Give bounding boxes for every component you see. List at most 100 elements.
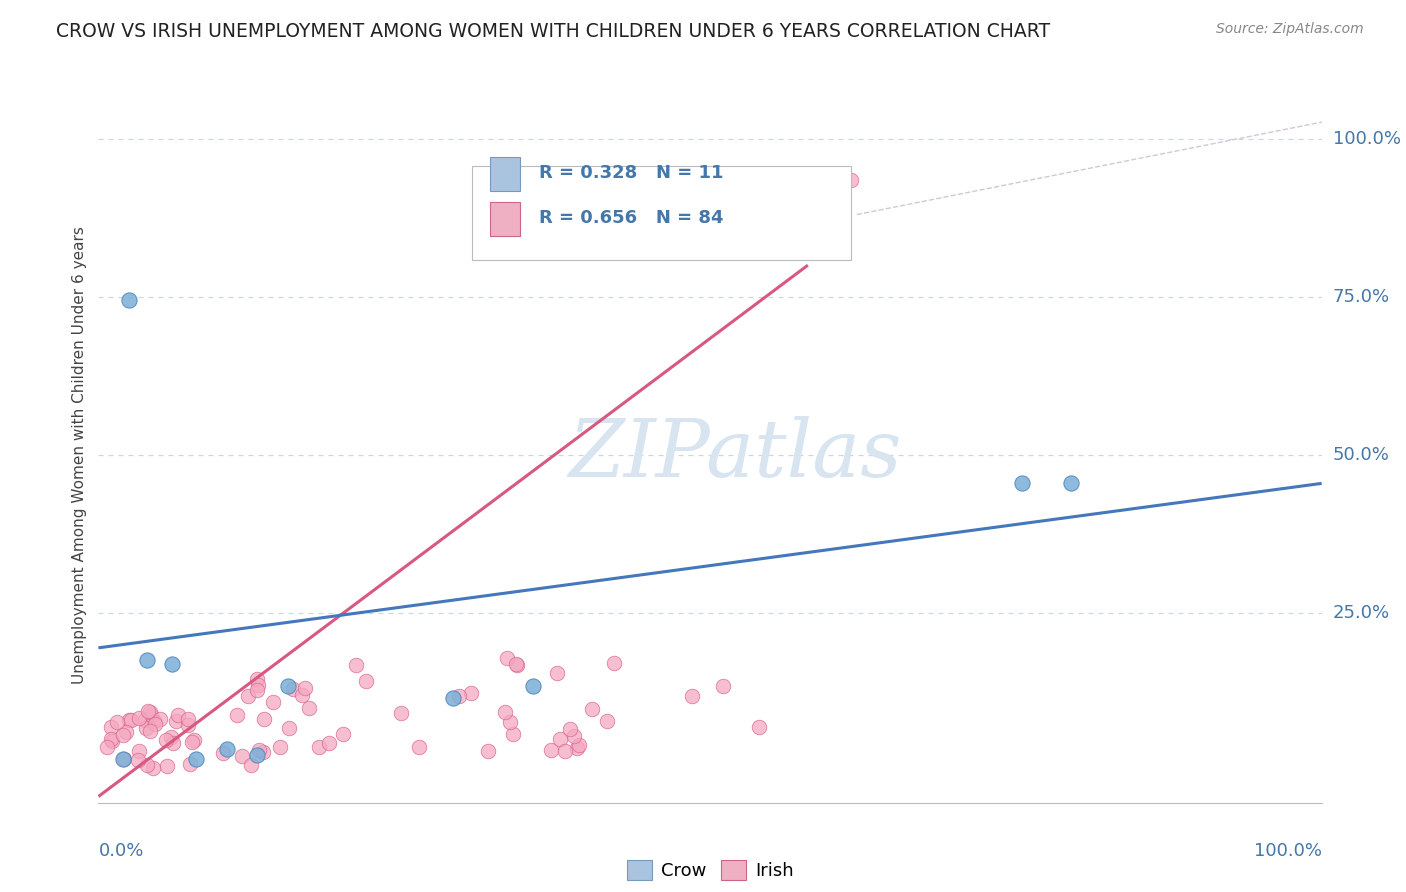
Point <box>180 735 202 749</box>
Point <box>100 734 122 748</box>
Point <box>711 679 734 693</box>
Point <box>183 733 205 747</box>
Point <box>155 733 177 747</box>
Point <box>562 729 585 743</box>
Text: 0.0%: 0.0% <box>98 842 143 860</box>
Point <box>120 713 142 727</box>
Point <box>354 673 377 688</box>
Point <box>112 752 135 766</box>
Text: R = 0.656   N = 84: R = 0.656 N = 84 <box>538 210 723 227</box>
Text: 25.0%: 25.0% <box>1333 604 1391 622</box>
Point <box>568 739 591 753</box>
Point <box>149 712 172 726</box>
Point <box>105 715 128 730</box>
Point <box>111 751 134 765</box>
Point <box>239 758 262 772</box>
Point <box>112 729 135 743</box>
Point <box>447 689 470 703</box>
Point <box>294 681 316 695</box>
FancyBboxPatch shape <box>471 166 851 260</box>
Point <box>134 713 156 727</box>
Point <box>540 742 562 756</box>
Point <box>291 688 314 702</box>
Point <box>231 748 253 763</box>
Point <box>160 730 183 744</box>
Point <box>118 293 141 307</box>
Legend: Crow, Irish: Crow, Irish <box>619 853 801 888</box>
Point <box>554 744 576 758</box>
Point <box>344 658 367 673</box>
Point <box>281 682 304 697</box>
Point <box>496 651 519 665</box>
Point <box>139 705 162 719</box>
Point <box>114 725 136 739</box>
Text: 75.0%: 75.0% <box>1333 288 1391 306</box>
Point <box>179 756 201 771</box>
Point <box>118 713 141 727</box>
Point <box>236 690 259 704</box>
Point <box>215 742 238 756</box>
Point <box>138 724 160 739</box>
Point <box>262 695 284 709</box>
Point <box>128 744 150 758</box>
Point <box>505 657 527 672</box>
Point <box>156 758 179 772</box>
Y-axis label: Unemployment Among Women with Children Under 6 years: Unemployment Among Women with Children U… <box>72 226 87 684</box>
Point <box>165 714 187 729</box>
Bar <box>489 202 520 235</box>
Point <box>142 761 165 775</box>
Point <box>460 686 482 700</box>
Point <box>389 706 412 721</box>
Text: ZIPatlas: ZIPatlas <box>568 417 901 493</box>
Point <box>186 751 208 765</box>
Point <box>128 711 150 725</box>
Point <box>277 679 299 693</box>
Point <box>247 678 270 692</box>
Point <box>408 740 430 755</box>
Point <box>548 732 571 747</box>
Point <box>96 739 118 754</box>
Point <box>177 712 200 726</box>
Point <box>143 717 166 731</box>
Point <box>162 736 184 750</box>
Point <box>167 708 190 723</box>
Point <box>603 656 626 670</box>
Text: 50.0%: 50.0% <box>1333 446 1389 464</box>
Point <box>477 744 499 758</box>
Point <box>502 727 524 741</box>
Point <box>177 718 200 732</box>
Bar <box>489 157 520 191</box>
Point <box>318 736 340 750</box>
Point <box>246 683 269 698</box>
Point <box>247 743 270 757</box>
Point <box>1011 476 1033 491</box>
Point <box>332 727 354 741</box>
Point <box>252 746 274 760</box>
Point <box>136 757 159 772</box>
Point <box>225 708 247 723</box>
Point <box>596 714 619 728</box>
Point <box>499 714 522 729</box>
Text: 100.0%: 100.0% <box>1333 129 1400 148</box>
Point <box>748 720 770 734</box>
Point <box>211 746 233 760</box>
Point <box>139 707 162 722</box>
Point <box>505 658 527 673</box>
Point <box>581 701 603 715</box>
Text: CROW VS IRISH UNEMPLOYMENT AMONG WOMEN WITH CHILDREN UNDER 6 YEARS CORRELATION C: CROW VS IRISH UNEMPLOYMENT AMONG WOMEN W… <box>56 22 1050 41</box>
Point <box>138 705 160 719</box>
Text: 100.0%: 100.0% <box>1254 842 1322 860</box>
Point <box>253 712 276 726</box>
Point <box>136 653 159 667</box>
Point <box>565 741 588 756</box>
Point <box>522 679 544 693</box>
Point <box>100 732 122 747</box>
Point <box>560 723 582 737</box>
Point <box>298 700 321 714</box>
Point <box>278 721 301 735</box>
Point <box>308 739 330 754</box>
Point <box>1060 476 1083 491</box>
Point <box>269 740 291 755</box>
Point <box>127 753 149 767</box>
Point <box>246 672 269 686</box>
